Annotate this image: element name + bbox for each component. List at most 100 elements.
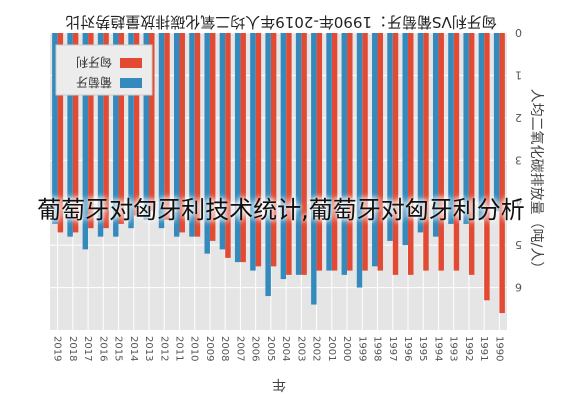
x-tick-label: 2019 (52, 336, 63, 361)
bar-portugal (432, 33, 439, 237)
bar-hungary (194, 33, 201, 237)
x-tick-label: 2017 (82, 336, 93, 361)
x-tick-label: 1991 (478, 336, 489, 361)
bar-portugal (219, 33, 226, 250)
x-tick-label: 2010 (189, 336, 200, 361)
bar-portugal (280, 33, 287, 280)
bar-hungary (316, 33, 323, 271)
bar-hungary (301, 33, 307, 275)
x-tick-label: 1999 (356, 336, 367, 361)
x-tick-label: 2006 (250, 336, 261, 361)
bar-hungary (438, 33, 444, 271)
bar-hungary (225, 33, 231, 258)
x-axis-label: 年 (272, 376, 286, 392)
x-tick-label: 2002 (311, 336, 322, 361)
bar-hungary (240, 33, 246, 263)
bar-hungary (468, 33, 475, 275)
bar-portugal (372, 33, 378, 267)
bar-hungary (209, 33, 216, 241)
legend-label: 葡萄牙 (76, 75, 112, 89)
bar-portugal (128, 33, 134, 229)
x-tick-label: 2011 (173, 336, 184, 361)
bar-portugal (326, 33, 332, 271)
bar-hungary (179, 33, 185, 233)
x-tick-label: 1992 (463, 336, 474, 361)
bar-portugal (463, 33, 469, 224)
y-tick-label: 0 (515, 26, 522, 39)
y-tick-label: 4 (515, 196, 522, 209)
x-tick-label: 2012 (158, 336, 169, 361)
y-axis-label: 人均二氧化碳排放量（吨/人） (528, 89, 544, 276)
x-tick-label: 1993 (448, 336, 459, 361)
x-tick-label: 1996 (402, 336, 413, 361)
x-tick-label: 1994 (432, 336, 443, 361)
bar-hungary (133, 33, 140, 216)
x-tick-label: 2007 (234, 336, 245, 361)
bar-hungary (164, 33, 170, 220)
bar-portugal (174, 33, 180, 237)
bar-hungary (270, 33, 277, 267)
bar-portugal (387, 33, 393, 241)
x-tick-label: 2015 (113, 336, 124, 361)
bar-portugal (448, 33, 454, 224)
x-tick-label: 2009 (204, 336, 215, 361)
overlay-caption: 葡萄牙对匈牙利技术统计,葡萄牙对匈牙利分析 (37, 196, 525, 224)
bar-portugal (478, 33, 485, 220)
x-tick-label: 2004 (280, 336, 291, 361)
x-tick-label: 2014 (128, 336, 139, 361)
bar-portugal (52, 33, 58, 224)
bar-hungary (362, 33, 368, 271)
bar-portugal (356, 33, 363, 288)
bar-portugal (67, 33, 73, 237)
bar-portugal (189, 33, 195, 237)
bar-hungary (392, 33, 399, 275)
bar-hungary (72, 33, 79, 233)
bar-portugal (204, 33, 210, 254)
x-tick-label: 1998 (372, 336, 383, 361)
bar-hungary (57, 33, 64, 233)
legend-label: 匈牙利 (76, 55, 112, 69)
bar-portugal (234, 33, 241, 263)
bar-hungary (118, 33, 125, 224)
bar-portugal (341, 33, 348, 275)
y-tick-label: 3 (515, 153, 522, 166)
bar-hungary (286, 33, 292, 275)
legend-swatch-hungary (120, 58, 142, 68)
bar-hungary (103, 33, 109, 229)
bar-hungary (377, 33, 383, 271)
bar-hungary (331, 33, 338, 271)
x-tick-label: 2008 (219, 336, 230, 361)
bar-hungary (255, 33, 262, 267)
y-tick-label: 6 (515, 281, 522, 294)
x-tick-label: 1997 (387, 336, 398, 361)
x-tick-label: 2005 (265, 336, 276, 361)
bar-portugal (311, 33, 317, 305)
bar-hungary (484, 33, 490, 301)
bar-hungary (88, 33, 94, 229)
y-tick-label: 2 (515, 111, 522, 124)
bar-portugal (82, 33, 89, 250)
bar-portugal (158, 33, 165, 229)
x-tick-label: 1995 (417, 336, 428, 361)
y-tick-label: 1 (515, 68, 522, 81)
x-tick-label: 1990 (493, 336, 504, 361)
bar-portugal (113, 33, 119, 237)
bar-hungary (347, 33, 353, 271)
bar-portugal (265, 33, 271, 297)
bar-hungary (149, 33, 155, 212)
bar-hungary (407, 33, 414, 275)
legend-swatch-portugal (120, 78, 142, 88)
chart-title: 匈牙利VS葡萄牙：1990年-2019年人均二氧化碳排放量趋势对比 (65, 13, 497, 31)
x-tick-label: 2013 (143, 336, 154, 361)
y-tick-label: 5 (515, 238, 522, 251)
bar-hungary (453, 33, 460, 271)
bar-portugal (295, 33, 302, 275)
x-tick-label: 2001 (326, 336, 337, 361)
x-tick-label: 2016 (97, 336, 108, 361)
bar-portugal (250, 33, 256, 271)
bar-hungary (423, 33, 429, 271)
bar-portugal (402, 33, 408, 246)
x-tick-label: 2003 (295, 336, 306, 361)
bar-portugal (493, 33, 500, 212)
bar-portugal (143, 33, 150, 220)
